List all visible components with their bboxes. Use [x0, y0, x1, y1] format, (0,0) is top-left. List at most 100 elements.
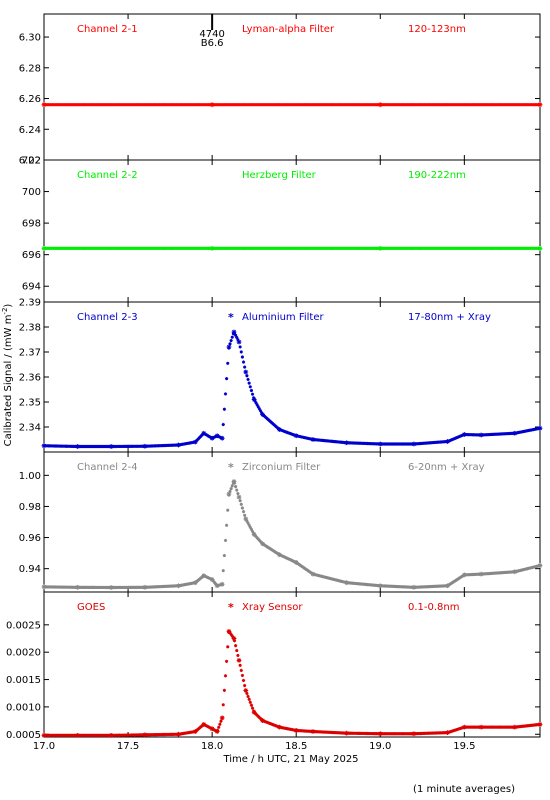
data-point [232, 481, 237, 485]
data-point [219, 719, 223, 723]
data-point [195, 438, 199, 442]
data-point [222, 553, 226, 558]
panel-5: 0.0005 0.0010 0.0015 0.0020 0.0025 GOES * Xray … [6, 591, 543, 741]
y-axis-label-main: Calibrated Signal / (mW m [3, 315, 14, 447]
data-point-key [201, 573, 207, 579]
y-axis-label-superscript: -2 [1, 308, 9, 315]
data-point-key [377, 102, 383, 108]
data-point [249, 527, 254, 531]
panel-channel-label: GOES [77, 602, 105, 613]
data-point [230, 335, 234, 339]
data-point-key [214, 583, 220, 589]
data-point [229, 632, 233, 637]
y-tick-label: 6.22 [19, 156, 41, 167]
data-point [254, 401, 258, 405]
data-point-key [219, 435, 225, 441]
data-point [213, 581, 217, 586]
data-point-key [108, 444, 114, 449]
data-point [234, 644, 238, 648]
data-point-key [231, 636, 237, 641]
data-point-key [41, 584, 47, 590]
data-point [241, 510, 246, 514]
data-point [246, 694, 250, 699]
data-point [240, 506, 244, 510]
data-point-key [461, 572, 467, 578]
data-point-key [461, 724, 467, 730]
data-point-key [445, 583, 450, 589]
y-tick-label: 6.26 [19, 94, 41, 105]
data-point-key [512, 724, 518, 730]
data-point-key [251, 532, 257, 537]
data-point-key [192, 729, 198, 734]
data-point [256, 537, 260, 541]
data-point-key [209, 245, 215, 251]
data-point-key [537, 102, 543, 108]
data-point-key [236, 657, 242, 663]
data-point-key [41, 732, 47, 738]
data-point-key [75, 444, 81, 449]
data-point [246, 521, 250, 525]
data-point [248, 525, 252, 529]
data-point-key [377, 245, 383, 251]
data-point [234, 485, 238, 489]
data-point [250, 706, 255, 710]
panel-filter-marker: * [228, 461, 234, 474]
data-point-key [226, 491, 232, 497]
data-point-key [344, 580, 350, 586]
data-point-key [537, 245, 543, 251]
data-point [247, 381, 251, 385]
data-point-key [192, 580, 198, 586]
panel-channel-label: Channel 2-4 [77, 462, 138, 473]
y-tick-label: 0.0025 [6, 620, 41, 631]
data-point-key [260, 412, 265, 417]
data-point [254, 534, 258, 538]
y-tick-label: 2.36 [19, 373, 41, 384]
data-point [256, 405, 260, 409]
y-tick-label: 0.0020 [6, 648, 41, 659]
data-point-key [75, 584, 81, 590]
data-series-1 [41, 102, 543, 108]
data-point-key [411, 441, 417, 447]
data-point [246, 377, 250, 382]
footnote: (1 minute averages) [413, 784, 515, 795]
data-point [247, 697, 251, 701]
data-point [241, 678, 246, 683]
panel-1: 6.22 6.24 6.26 6.28 6.30 Channel 2-1 Lyman-alp… [19, 13, 543, 167]
data-point-key [192, 439, 198, 445]
x-tick-label: 18.0 [201, 741, 223, 752]
data-point-key [461, 432, 467, 437]
y-tick-label: 2.38 [19, 323, 41, 334]
data-point-key [214, 433, 220, 439]
data-point [459, 434, 463, 438]
panel-filter-label: Zirconium Filter [242, 462, 321, 473]
data-series-2 [41, 245, 543, 251]
data-point [243, 683, 247, 688]
x-tick-label: 19.0 [369, 741, 391, 752]
data-point [238, 499, 242, 503]
data-point [226, 361, 230, 365]
data-point [258, 409, 263, 413]
data-point [218, 722, 222, 726]
data-point [259, 411, 264, 415]
data-point [222, 407, 226, 411]
data-point-key [142, 443, 148, 449]
data-point [453, 436, 458, 440]
data-point [255, 536, 259, 540]
data-point [197, 435, 202, 440]
data-point [235, 335, 239, 340]
data-point-key [142, 732, 148, 738]
data-point [243, 365, 247, 369]
data-point-key [411, 731, 417, 737]
data-point [238, 663, 242, 667]
y-tick-label: 0.98 [19, 502, 41, 513]
flare-marker-label-top: 4740 [199, 29, 224, 40]
data-point-key [231, 479, 237, 484]
data-point-key [41, 245, 47, 251]
data-point [225, 377, 229, 381]
data-point [221, 703, 225, 707]
data-point [255, 403, 259, 407]
y-axis-label-end: ) [3, 304, 14, 308]
data-point-key [293, 433, 299, 439]
panel-2: 694 696 698 700 702 Channel 2-2 Herzberg Filte… [22, 156, 543, 303]
y-tick-label: 696 [22, 250, 41, 261]
